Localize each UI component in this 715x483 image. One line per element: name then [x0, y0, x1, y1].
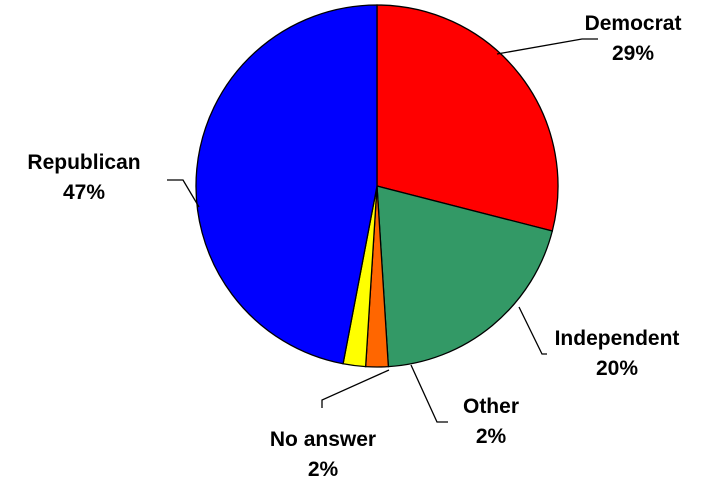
pie-slice-democrat: [376, 4, 559, 232]
leader-line-independent: [518, 306, 547, 355]
leader-line-other: [410, 364, 448, 423]
slice-label-independent: Independent 20%: [555, 327, 680, 380]
slice-value-other: 2%: [476, 425, 507, 448]
slice-name-republican: Republican: [27, 151, 140, 174]
leader-line-no-answer: [321, 369, 390, 408]
slice-value-republican: 47%: [63, 181, 105, 204]
pie-slice-republican: [195, 4, 378, 365]
slice-label-republican: Republican 47%: [27, 151, 140, 204]
slice-value-independent: 20%: [596, 357, 638, 380]
slice-label-other: Other 2%: [463, 395, 519, 448]
leader-line-republican: [167, 179, 200, 208]
slice-name-other: Other: [463, 395, 519, 418]
slice-name-no-answer: No answer: [270, 428, 376, 451]
slice-value-no-answer: 2%: [308, 458, 339, 481]
slice-value-democrat: 29%: [612, 42, 654, 65]
slice-label-democrat: Democrat 29%: [585, 12, 682, 65]
slice-label-no-answer: No answer 2%: [270, 428, 376, 481]
pie-slice-independent: [376, 185, 554, 368]
slice-name-independent: Independent: [555, 327, 680, 350]
slice-name-democrat: Democrat: [585, 12, 682, 35]
leader-line-democrat: [496, 38, 598, 55]
